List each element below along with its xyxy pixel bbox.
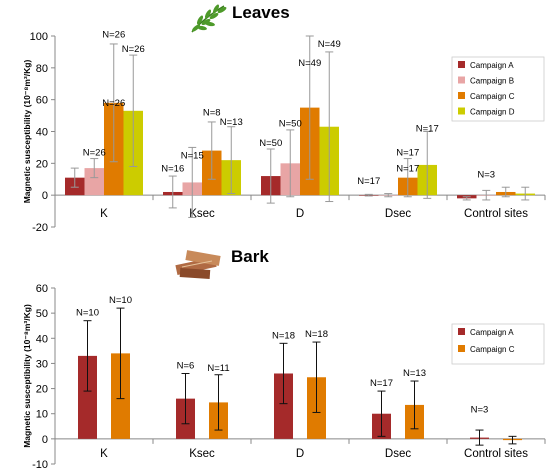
n-label: N=11 (207, 363, 229, 374)
n-label: N=3 (471, 404, 489, 415)
n-label: N=26 (83, 147, 106, 158)
y-tick-label: 80 (36, 63, 48, 75)
leaf-icon (191, 4, 227, 33)
chart-title: Bark (231, 247, 269, 266)
n-label: N=17 (416, 124, 439, 135)
y-tick-label: 60 (36, 283, 48, 295)
n-label: N=15 (181, 151, 204, 162)
x-tick-label: D (296, 208, 304, 220)
bark-piece (179, 267, 211, 280)
n-label: N=17 (357, 176, 380, 187)
y-tick-label: 30 (36, 358, 48, 370)
n-label: N=8 (203, 108, 221, 119)
n-label: N=16 (161, 163, 184, 174)
legend-label: Campaign D (470, 108, 515, 117)
bark-icon (175, 250, 221, 280)
x-tick-label: Control sites (464, 208, 528, 220)
bar (274, 373, 293, 439)
leaf (204, 9, 212, 19)
y-tick-label: 20 (36, 158, 48, 170)
legend-swatch (458, 328, 465, 335)
legend-swatch (458, 61, 465, 68)
legend-label: Campaign C (470, 345, 515, 354)
n-label: N=26 (102, 30, 125, 41)
bark-grain (181, 260, 213, 268)
n-label: N=13 (220, 117, 243, 128)
y-tick-label: 0 (42, 434, 48, 446)
leaf (201, 18, 211, 26)
leaf (217, 6, 227, 14)
n-label: N=18 (305, 329, 328, 340)
y-tick-label: -10 (32, 459, 48, 471)
legend-label: Campaign A (470, 61, 514, 70)
leaf (196, 15, 204, 25)
y-tick-label: 10 (36, 409, 48, 421)
n-label: N=6 (177, 360, 195, 371)
x-tick-label: Dsec (385, 208, 411, 220)
x-tick-label: K (100, 448, 108, 460)
legend-swatch (458, 107, 465, 115)
n-label: N=17 (396, 163, 419, 174)
x-tick-label: Ksec (189, 448, 215, 460)
y-tick-label: 100 (30, 31, 48, 43)
y-tick-label: 60 (36, 95, 48, 107)
chart-panel-leaves: -20 0 20 40 60 80 100 K Ksec D Dsec Control sites N=… (22, 3, 546, 234)
x-tick-label: Control sites (464, 448, 528, 460)
chart-panel-bark: -10 0 10 20 30 40 50 60 K Ksec D Dsec Control sites N… (22, 247, 546, 471)
n-label: N=3 (477, 170, 495, 181)
legend-frame (451, 56, 545, 122)
leaf (209, 12, 219, 20)
legend-swatch (458, 92, 465, 99)
n-label: N=10 (76, 308, 99, 319)
n-label: N=13 (403, 368, 426, 379)
x-tick-label: D (296, 448, 304, 460)
n-label: N=26 (122, 44, 145, 55)
legend: Campaign A Campaign C (451, 323, 545, 365)
y-tick-label: 40 (36, 127, 48, 139)
legend-label: Campaign B (470, 77, 514, 86)
bar (78, 355, 97, 439)
n-label: N=50 (279, 119, 302, 130)
x-tick-label: Ksec (189, 208, 215, 220)
n-label: N=49 (318, 39, 341, 50)
n-label: N=26 (102, 98, 125, 109)
y-tick-label: 40 (36, 333, 48, 345)
leaf (197, 25, 207, 31)
bar (84, 168, 104, 196)
x-tick-label: K (100, 208, 108, 220)
n-label: N=18 (272, 330, 295, 341)
y-axis-label: Magnetic susceptibility (10⁻⁸m³/Kg) (22, 304, 32, 448)
y-tick-label: 0 (42, 190, 48, 202)
x-tick-label: Dsec (385, 448, 411, 460)
leaf (205, 21, 215, 27)
legend-swatch (458, 76, 465, 84)
y-axis-label: Magnetic susceptibility (10⁻⁸m³/Kg) (22, 60, 32, 204)
legend: Campaign A Campaign B Campaign C Campaign D (451, 56, 545, 122)
n-label: N=17 (370, 378, 393, 389)
bark-piece (185, 250, 221, 266)
leaf (212, 4, 220, 14)
legend-label: Campaign C (470, 92, 515, 101)
y-tick-label: 50 (36, 308, 48, 320)
n-label: N=49 (298, 58, 321, 69)
n-label: N=50 (259, 138, 282, 149)
legend-frame (451, 323, 545, 365)
legend-swatch (458, 345, 465, 352)
n-label: N=17 (396, 147, 419, 158)
chart-title: Leaves (232, 3, 290, 22)
y-tick-label: -20 (32, 222, 48, 234)
legend-label: Campaign A (470, 328, 514, 337)
n-label: N=10 (109, 295, 132, 306)
y-tick-label: 20 (36, 384, 48, 396)
